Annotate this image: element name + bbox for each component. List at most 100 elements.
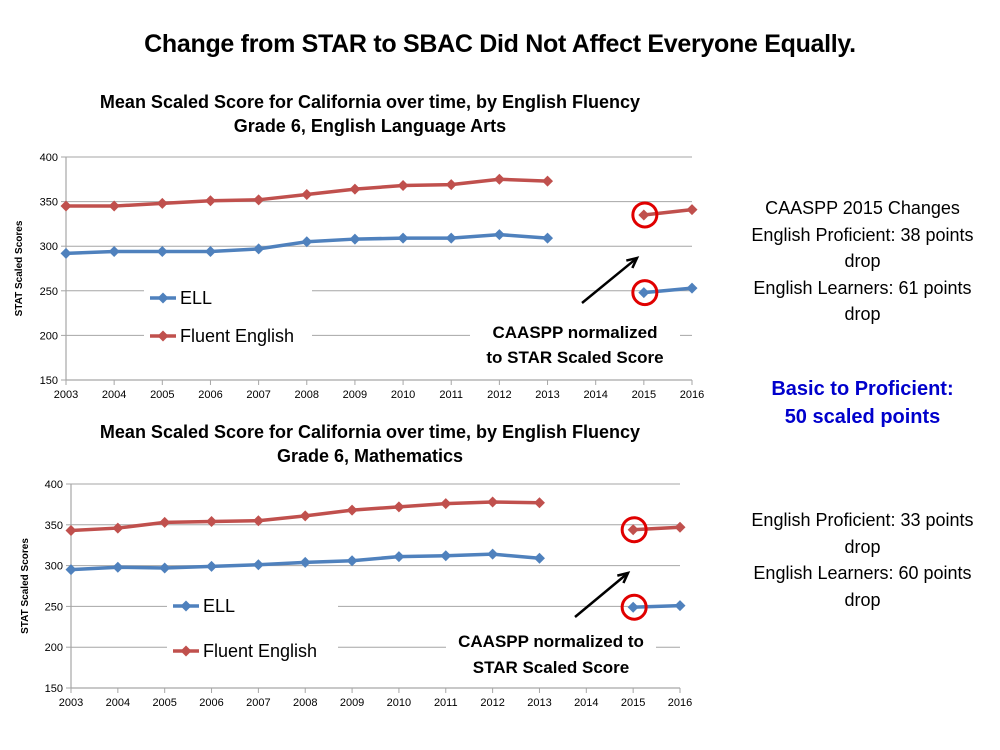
data-point-marker <box>112 522 124 534</box>
legend-label: ELL <box>203 596 235 616</box>
ela-changes-note: CAASPP 2015 Changes English Proficient: … <box>725 195 1000 328</box>
x-tick-label: 2015 <box>621 697 645 709</box>
x-tick-label: 2009 <box>343 389 367 401</box>
data-point-marker <box>301 236 313 248</box>
x-tick-label: 2013 <box>535 389 559 401</box>
annotation-background <box>470 320 680 368</box>
legend-marker <box>180 645 192 657</box>
data-point-marker <box>60 247 72 259</box>
series-line-fluent-english <box>643 207 693 217</box>
data-point-marker <box>299 556 311 568</box>
y-tick-label: 400 <box>45 479 63 491</box>
annotation-line: STAR Scaled Score <box>473 658 630 677</box>
data-point-marker <box>204 195 216 207</box>
data-point-marker <box>493 173 505 185</box>
note-line: drop <box>844 304 881 324</box>
note-line: English Learners: 61 points <box>753 277 972 298</box>
data-point-marker <box>542 175 554 187</box>
note-line: English Proficient: 38 points <box>751 224 974 245</box>
x-tick-label: 2016 <box>680 389 704 401</box>
data-point-marker <box>487 548 499 560</box>
data-point-marker <box>65 564 77 576</box>
y-tick-label: 150 <box>45 683 63 695</box>
legend-label: ELL <box>180 288 212 308</box>
slide-title: Change from STAR to SBAC Did Not Affect … <box>144 30 856 58</box>
note-line: drop <box>844 536 881 557</box>
y-tick-label: 350 <box>45 520 63 532</box>
data-point-marker <box>253 243 265 255</box>
data-point-marker <box>60 200 72 212</box>
data-point-marker <box>346 555 358 567</box>
legend-marker <box>180 600 192 612</box>
data-point-marker <box>674 600 686 612</box>
highlight-circle <box>631 201 659 229</box>
data-point-marker <box>112 561 124 573</box>
data-point-marker <box>156 246 168 258</box>
data-point-marker <box>65 525 77 537</box>
data-point-marker <box>252 559 264 571</box>
legend-marker <box>157 292 169 304</box>
note-line: 50 scaled points <box>784 406 941 428</box>
data-point-marker <box>252 515 264 527</box>
x-tick-label: 2005 <box>152 697 176 709</box>
data-point-marker <box>487 496 499 508</box>
y-tick-label: 300 <box>40 241 58 253</box>
annotation-line: CAASPP normalized <box>492 323 657 342</box>
y-tick-label: 300 <box>45 561 63 573</box>
x-tick-label: 2010 <box>391 389 415 401</box>
x-tick-label: 2006 <box>199 697 223 709</box>
x-tick-label: 2003 <box>54 389 78 401</box>
arrow-shaft <box>574 572 629 618</box>
data-point-marker <box>674 521 686 533</box>
chart-title-ela: Mean Scaled Score for California over ti… <box>30 90 710 138</box>
annotation-background <box>446 629 656 677</box>
y-axis-label: STAT Scaled Scores <box>14 220 25 316</box>
data-point-marker <box>397 180 409 192</box>
data-point-marker <box>346 504 358 516</box>
data-point-marker <box>301 188 313 200</box>
chart-subtitle-line: Grade 6, Mathematics <box>276 446 464 466</box>
highlight-circle <box>620 593 648 621</box>
chart-title-math: Mean Scaled Score for California over ti… <box>30 420 710 468</box>
annotation-line: CAASPP normalized to <box>458 632 644 651</box>
note-line: Basic to Proficient: <box>771 378 954 400</box>
x-tick-label: 2005 <box>150 389 174 401</box>
data-point-marker <box>204 246 216 258</box>
data-point-marker <box>393 501 405 513</box>
x-tick-label: 2015 <box>632 389 656 401</box>
x-tick-label: 2011 <box>434 697 458 709</box>
data-point-marker <box>393 551 405 563</box>
data-point-marker <box>533 552 545 564</box>
data-point-marker <box>156 197 168 209</box>
data-point-marker <box>627 601 639 613</box>
x-tick-label: 2007 <box>246 389 270 401</box>
note-line: English Learners: 60 points <box>753 563 972 583</box>
note-line: CAASPP 2015 Changes <box>765 198 960 218</box>
x-tick-label: 2012 <box>487 389 511 401</box>
x-tick-label: 2004 <box>106 697 130 709</box>
y-tick-label: 200 <box>40 330 58 342</box>
basic-to-proficient-note: Basic to Proficient: 50 scaled points <box>725 375 1000 431</box>
data-point-marker <box>686 204 698 216</box>
data-point-marker <box>206 516 218 528</box>
x-tick-label: 2006 <box>198 389 222 401</box>
x-tick-label: 2008 <box>295 389 319 401</box>
x-tick-label: 2008 <box>293 697 317 709</box>
series-line-ell <box>643 286 693 295</box>
data-point-marker <box>542 232 554 244</box>
legend-label: Fluent English <box>203 641 317 661</box>
x-tick-label: 2016 <box>668 697 692 709</box>
x-tick-label: 2014 <box>583 389 607 401</box>
x-tick-label: 2004 <box>102 389 126 401</box>
data-point-marker <box>108 200 120 212</box>
y-axis-label: STAT Scaled Scores <box>20 538 31 634</box>
x-tick-label: 2011 <box>439 389 463 401</box>
math-changes-note: English Proficient: 33 points drop Engli… <box>725 507 1000 613</box>
series-line-fluent-english <box>633 525 681 532</box>
x-tick-label: 2007 <box>246 697 270 709</box>
data-point-marker <box>445 179 457 191</box>
x-tick-label: 2014 <box>574 697 598 709</box>
data-point-marker <box>299 510 311 522</box>
